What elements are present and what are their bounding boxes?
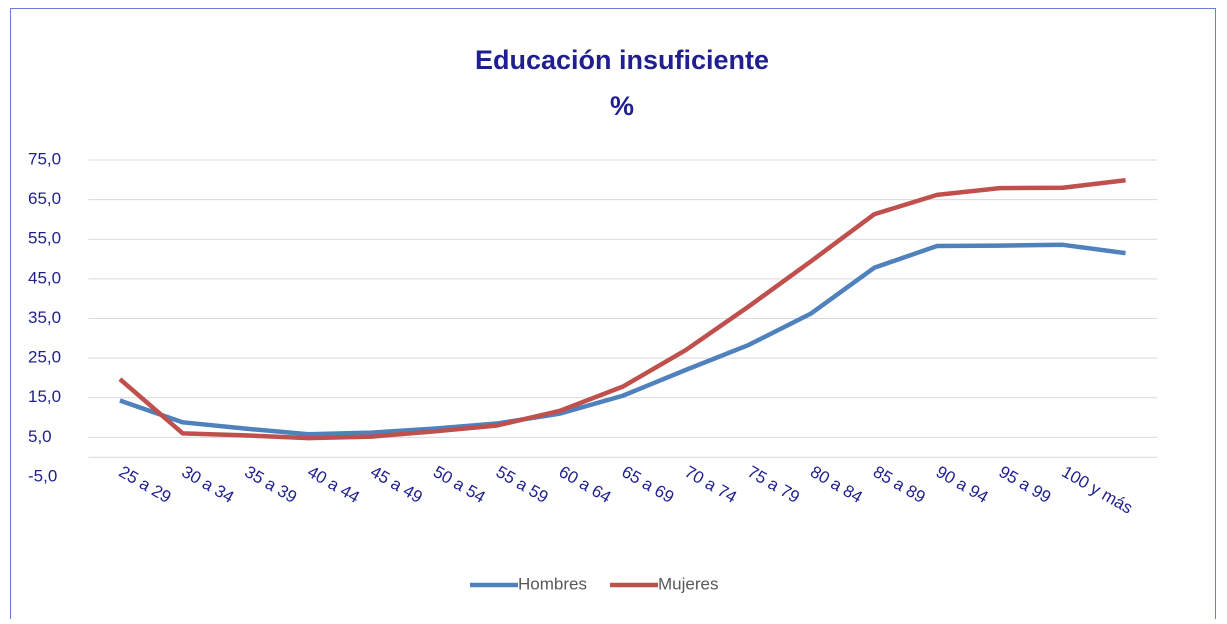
y-tick-label: 75,0	[28, 149, 61, 168]
y-tick-label: 65,0	[28, 189, 61, 208]
legend-item: Hombres	[470, 574, 587, 593]
y-tick-label: 15,0	[28, 387, 61, 406]
y-tick-label: 5,0	[28, 427, 52, 446]
y-tick-label: 35,0	[28, 308, 61, 327]
series-line	[118, 177, 1126, 441]
series-line	[119, 242, 1126, 437]
legend-label: Mujeres	[658, 574, 718, 593]
chart-title: Educación insuficiente	[475, 45, 769, 75]
chart-subtitle: %	[610, 91, 634, 121]
legend-label: Hombres	[518, 574, 587, 593]
y-tick-label: 55,0	[28, 229, 61, 248]
y-tick-label: 45,0	[28, 268, 61, 287]
chart-frame	[10, 8, 1216, 624]
legend-item: Mujeres	[610, 574, 718, 593]
y-tick-label: 25,0	[28, 348, 61, 367]
y-tick-label: -5,0	[28, 466, 57, 485]
